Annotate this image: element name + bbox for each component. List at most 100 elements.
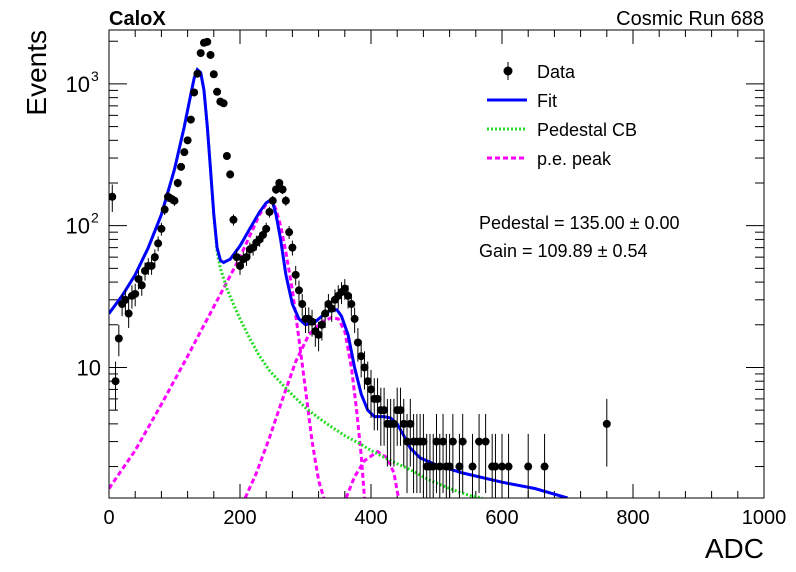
data-point-marker bbox=[137, 281, 146, 290]
data-point bbox=[439, 413, 448, 494]
y-axis-title: Events bbox=[21, 30, 52, 116]
data-point bbox=[278, 185, 287, 195]
fit-curves bbox=[109, 67, 568, 498]
data-point bbox=[229, 214, 238, 226]
data-point bbox=[403, 413, 412, 494]
x-tick-label: 400 bbox=[354, 507, 387, 529]
data-point-marker bbox=[242, 253, 251, 262]
data-point-marker bbox=[209, 70, 218, 79]
legend-data-marker bbox=[503, 66, 513, 76]
data-point-marker bbox=[314, 330, 323, 339]
data-point bbox=[406, 398, 415, 467]
data-point-marker bbox=[419, 437, 428, 446]
data-point bbox=[183, 136, 192, 145]
data-point-marker bbox=[275, 178, 284, 187]
data-point-marker bbox=[170, 196, 179, 205]
data-point bbox=[226, 170, 235, 179]
data-point-marker bbox=[206, 50, 215, 59]
data-point-marker bbox=[344, 291, 353, 300]
data-point bbox=[186, 115, 195, 124]
data-point bbox=[262, 222, 271, 236]
data-point-marker bbox=[268, 196, 277, 205]
data-point-marker bbox=[357, 352, 366, 361]
data-point bbox=[602, 398, 611, 467]
data-point-marker bbox=[373, 394, 382, 403]
gain-result: Gain = 109.89 ± 0.54 bbox=[479, 241, 648, 261]
data-point-marker bbox=[222, 152, 231, 161]
data-point-marker bbox=[281, 196, 290, 205]
data-point-marker bbox=[308, 317, 317, 326]
data-point-marker bbox=[448, 437, 457, 446]
data-point-marker bbox=[350, 314, 359, 323]
data-point bbox=[468, 433, 477, 498]
data-point bbox=[124, 301, 133, 328]
data-point bbox=[294, 280, 303, 302]
data-point-marker bbox=[134, 275, 143, 284]
data-point-marker bbox=[298, 300, 307, 309]
data-point bbox=[265, 206, 274, 218]
legend-label-data: Data bbox=[537, 62, 576, 82]
data-point-marker bbox=[193, 69, 202, 78]
y-tick-label: 10 bbox=[77, 355, 101, 380]
data-point-marker bbox=[475, 437, 484, 446]
data-point bbox=[491, 433, 500, 498]
data-point-marker bbox=[285, 228, 294, 237]
data-point bbox=[150, 249, 159, 266]
data-point bbox=[157, 222, 166, 236]
data-point bbox=[347, 293, 356, 317]
data-point bbox=[540, 433, 549, 498]
data-point bbox=[242, 249, 251, 266]
legend-item-pe-peak: p.e. peak bbox=[487, 149, 612, 169]
data-point bbox=[288, 240, 297, 256]
y-tick-label-exponent: 3 bbox=[91, 68, 99, 84]
data-point bbox=[367, 369, 375, 419]
data-point-marker bbox=[389, 419, 398, 428]
x-tick-label: 800 bbox=[616, 507, 649, 529]
data-point bbox=[291, 265, 300, 286]
data-point-marker bbox=[327, 304, 336, 313]
data-point bbox=[448, 413, 457, 494]
data-point bbox=[524, 433, 533, 498]
pedestal-result: Pedestal = 135.00 ± 0.00 bbox=[479, 213, 680, 233]
data-point bbox=[137, 276, 146, 296]
data-point bbox=[170, 195, 179, 206]
data-point bbox=[109, 184, 117, 212]
data-point-marker bbox=[265, 207, 274, 216]
data-point bbox=[498, 433, 506, 498]
data-point-marker bbox=[278, 185, 287, 194]
data-point-marker bbox=[190, 88, 199, 97]
data-point bbox=[147, 258, 156, 275]
run-label: Cosmic Run 688 bbox=[616, 8, 764, 30]
data-points bbox=[109, 37, 611, 498]
data-point bbox=[177, 162, 186, 171]
data-point-marker bbox=[524, 462, 533, 471]
data-point-marker bbox=[367, 385, 375, 394]
x-tick-label: 0 bbox=[103, 507, 114, 529]
data-point bbox=[222, 152, 231, 161]
data-point-marker bbox=[109, 192, 117, 201]
data-point-marker bbox=[157, 224, 166, 233]
plot-frame bbox=[108, 29, 765, 499]
data-point bbox=[285, 225, 294, 240]
data-point bbox=[399, 398, 408, 467]
data-point-marker bbox=[236, 261, 244, 270]
fit-curve bbox=[109, 67, 568, 498]
data-point-marker bbox=[177, 162, 186, 171]
data-point bbox=[206, 50, 215, 59]
data-point bbox=[455, 433, 464, 498]
data-point bbox=[481, 413, 490, 494]
data-point-marker bbox=[186, 115, 195, 124]
data-point-marker bbox=[114, 334, 123, 343]
data-point bbox=[373, 378, 382, 431]
data-point bbox=[396, 387, 405, 446]
data-point-marker bbox=[291, 270, 300, 279]
x-tick-label: 1000 bbox=[742, 507, 787, 529]
legend-item-pedestal: Pedestal CB bbox=[487, 120, 637, 140]
data-point-marker bbox=[429, 462, 438, 471]
data-point-marker bbox=[455, 462, 464, 471]
data-point bbox=[380, 387, 389, 446]
data-point-marker bbox=[262, 224, 271, 233]
data-point bbox=[154, 236, 163, 252]
data-point-marker bbox=[131, 289, 140, 298]
